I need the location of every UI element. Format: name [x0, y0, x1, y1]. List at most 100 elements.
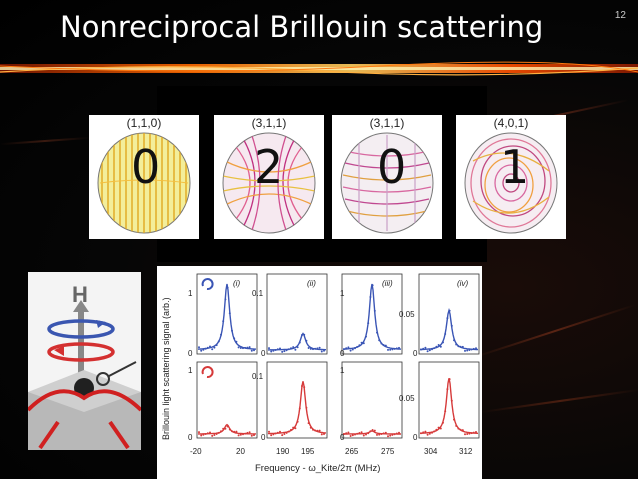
- mode-panel: (3,1,1): [332, 115, 442, 239]
- bg-streak: [473, 303, 637, 359]
- page-number: 12: [614, 10, 626, 21]
- data-point: [448, 378, 451, 381]
- data-point: [391, 433, 394, 436]
- data-point: [378, 433, 381, 436]
- data-point: [457, 345, 460, 348]
- y-tick-label: 1: [340, 289, 345, 298]
- data-point: [215, 344, 218, 347]
- data-point: [287, 430, 290, 433]
- data-point: [312, 348, 314, 351]
- y-tick-label: 0.05: [399, 394, 415, 403]
- data-point: [439, 345, 442, 348]
- data-point: [354, 433, 356, 436]
- data-point: [231, 430, 233, 433]
- mode-count-digit: 2: [254, 140, 284, 194]
- data-point: [393, 433, 396, 436]
- data-point: [437, 426, 440, 429]
- data-point: [398, 431, 400, 434]
- data-point: [369, 296, 372, 298]
- panel-id: (i): [233, 279, 241, 288]
- x-tick-label: 304: [424, 447, 438, 456]
- mode-label: (4,0,1): [493, 116, 529, 130]
- data-point: [453, 418, 455, 421]
- data-point: [371, 429, 374, 431]
- data-point: [206, 432, 209, 435]
- spectrum-line: [420, 307, 478, 351]
- data-point: [237, 346, 240, 349]
- data-point: [314, 347, 317, 350]
- data-point: [285, 431, 288, 434]
- data-point: [365, 433, 367, 436]
- data-point: [217, 431, 220, 434]
- data-point: [320, 433, 323, 436]
- data-point: [464, 433, 466, 436]
- x-tick-label: 265: [345, 447, 359, 456]
- y-tick-label: 0: [413, 433, 418, 442]
- data-point: [343, 348, 345, 351]
- data-point: [380, 342, 383, 345]
- data-point: [351, 348, 354, 351]
- data-point: [198, 431, 200, 434]
- mode-count-digit: 1: [500, 140, 530, 194]
- mode-label: (3,1,1): [369, 116, 405, 130]
- plot-frame: [418, 273, 480, 355]
- data-point: [426, 350, 429, 353]
- mode-field-pattern: [97, 132, 191, 234]
- data-point: [472, 347, 475, 350]
- y-tick-label: 0: [188, 349, 193, 358]
- data-point: [246, 346, 249, 349]
- data-point: [312, 428, 314, 431]
- data-point: [398, 346, 400, 349]
- data-point: [475, 347, 477, 350]
- data-point: [220, 333, 222, 336]
- data-point: [276, 348, 279, 351]
- data-point: [437, 344, 440, 346]
- plot-frame: [341, 273, 403, 355]
- data-point: [220, 430, 222, 433]
- data-point: [468, 349, 471, 351]
- data-point: [222, 427, 225, 430]
- data-point: [420, 348, 422, 351]
- data-point: [316, 347, 319, 350]
- data-point: [244, 432, 247, 435]
- data-point: [466, 433, 469, 435]
- mode-panel: (4,0,1): [456, 115, 566, 239]
- data-point: [384, 431, 387, 434]
- data-point: [250, 349, 253, 352]
- data-point: [472, 431, 475, 434]
- data-point: [231, 329, 233, 332]
- mode-field-pattern: [340, 132, 434, 234]
- data-point: [360, 431, 363, 434]
- data-point: [426, 433, 429, 436]
- y-tick-label: 1: [340, 366, 345, 375]
- data-point: [242, 347, 244, 350]
- data-point: [246, 431, 249, 434]
- data-point: [253, 434, 255, 437]
- data-point: [468, 432, 471, 435]
- panel-id: (iv): [457, 279, 469, 288]
- data-point: [309, 347, 312, 350]
- data-point: [343, 433, 345, 435]
- data-point: [354, 347, 356, 350]
- y-tick-label: 1: [188, 289, 193, 298]
- y-tick-label: 0.05: [399, 310, 415, 319]
- bg-streak: [0, 136, 90, 146]
- data-point: [433, 430, 436, 433]
- data-point: [294, 427, 297, 430]
- data-point: [200, 434, 203, 437]
- mode-count-digit: 0: [131, 140, 161, 194]
- data-point: [435, 345, 438, 348]
- data-point: [373, 429, 376, 432]
- plot-frame: [266, 273, 328, 355]
- data-point: [305, 339, 308, 342]
- data-point: [356, 345, 359, 348]
- spectrum-line: [267, 381, 327, 435]
- data-point: [376, 433, 378, 436]
- data-point: [250, 434, 253, 437]
- data-point: [285, 349, 288, 352]
- plot-frame: [418, 361, 480, 439]
- data-point: [459, 345, 462, 348]
- data-point: [356, 432, 359, 435]
- x-tick-label: 312: [459, 447, 473, 456]
